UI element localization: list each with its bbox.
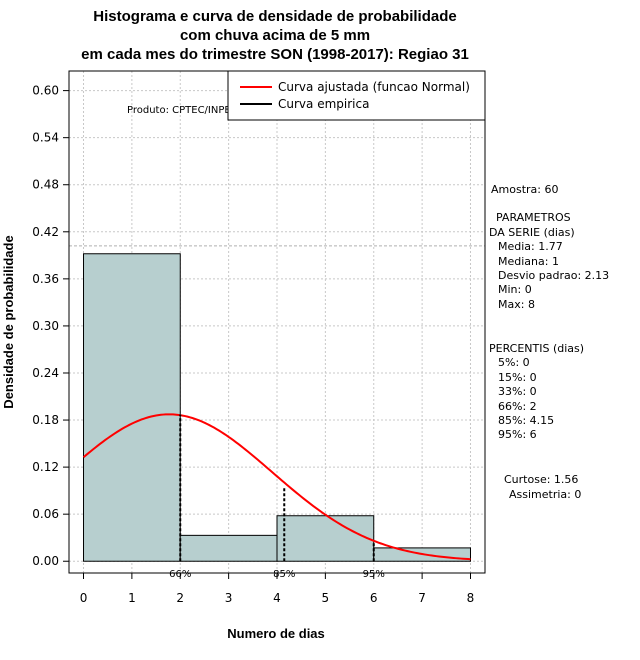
stat-mean: Media: 1.77 [498,240,563,253]
y-axis-label: Densidade de probabilidade [1,235,16,408]
stat-p85: 85%: 4.15 [498,414,554,427]
normal-curve [82,413,471,561]
y-tick-label: 0.12 [32,460,59,474]
y-axis-ticks: 0.00 0.06 0.12 0.18 0.24 0.30 0.36 0.42 0.48 0.54… [32,84,69,568]
histogram-bar [276,515,375,562]
y-tick-label: 0.00 [32,554,59,568]
x-tick-label: 4 [273,591,281,605]
y-tick-label: 0.54 [32,131,59,145]
x-axis-ticks: 0 1 2 3 4 5 6 7 8 [80,573,475,605]
legend-label-fitted: Curva ajustada (funcao Normal) [278,80,470,94]
x-tick-label: 1 [128,591,136,605]
source-note: Produto: CPTEC/INPE [127,105,231,116]
x-tick-label: 8 [467,591,475,605]
histogram-bar [179,534,278,562]
stat-percentiles-title: PERCENTIS (dias) [489,342,584,355]
histogram-bar [83,253,181,562]
legend: Curva ajustada (funcao Normal) Curva emp… [227,70,486,121]
stat-kurtosis: Curtose: 1.56 [504,473,578,486]
y-tick-label: 0.30 [32,319,59,333]
y-tick-label: 0.60 [32,84,59,98]
stat-median: Mediana: 1 [498,255,559,268]
chart-title-line-2: com chuva acima de 5 mm [180,27,370,44]
y-tick-label: 0.48 [32,178,59,192]
x-tick-label: 7 [418,591,426,605]
y-tick-label: 0.42 [32,225,59,239]
legend-label-empirical: Curva empirica [278,97,369,111]
legend-box [227,70,486,121]
x-tick-label: 0 [80,591,88,605]
stat-max: Max: 8 [498,298,535,311]
stats-panel: Amostra: 60 PARAMETROS DA SERIE (dias) M… [489,183,609,501]
y-tick-label: 0.36 [32,272,59,286]
stat-param-title-1: PARAMETROS [496,211,571,224]
percentile-marker-label: 85% [273,569,295,580]
y-tick-label: 0.18 [32,413,59,427]
chart-title-line-1: Histograma e curva de densidade de proba… [93,8,456,25]
stat-min: Min: 0 [498,283,532,296]
x-axis-label: Numero de dias [227,626,325,641]
stat-sd: Desvio padrao: 2.13 [498,269,609,282]
stat-p5: 5%: 0 [498,356,530,369]
stat-p66: 66%: 2 [498,400,537,413]
x-tick-label: 3 [225,591,233,605]
chart-title-line-3: em cada mes do trimestre SON (1998-2017)… [81,46,469,63]
stat-p95: 95%: 6 [498,428,537,441]
x-tick-label: 2 [176,591,184,605]
stat-param-title-2: DA SERIE (dias) [489,226,575,239]
y-tick-label: 0.06 [32,507,59,521]
stat-sample: Amostra: 60 [491,183,558,196]
x-tick-label: 5 [322,591,330,605]
histogram-bars [83,253,471,562]
stat-skewness: Assimetria: 0 [509,488,581,501]
stat-p33: 33%: 0 [498,385,537,398]
y-tick-label: 0.24 [32,366,59,380]
stat-p15: 15%: 0 [498,371,537,384]
x-tick-label: 6 [370,591,378,605]
